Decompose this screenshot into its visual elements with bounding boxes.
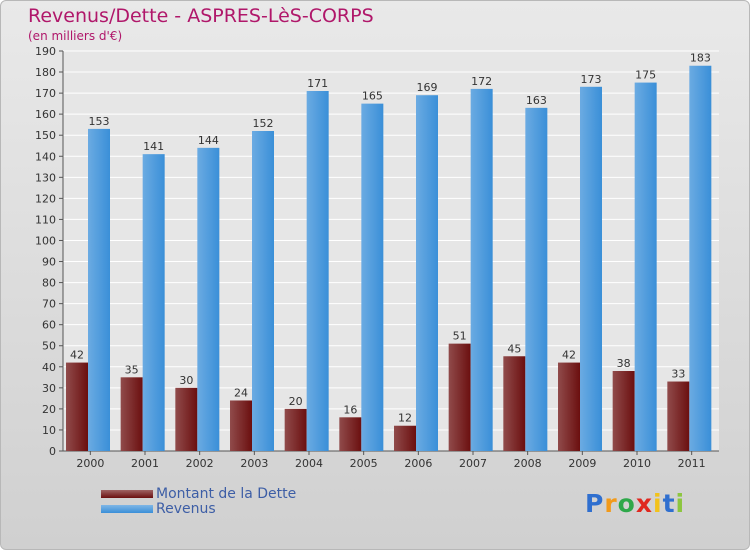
data-label: 141 bbox=[143, 140, 164, 153]
x-tick-label: 2000 bbox=[76, 457, 104, 470]
x-tick-label: 2002 bbox=[186, 457, 214, 470]
data-label: 35 bbox=[125, 363, 139, 376]
data-label: 16 bbox=[343, 403, 357, 416]
x-tick-label: 2007 bbox=[459, 457, 487, 470]
data-label: 12 bbox=[398, 412, 412, 425]
bar-dette bbox=[558, 362, 580, 451]
bar-revenus bbox=[416, 95, 438, 452]
data-label: 153 bbox=[89, 115, 110, 128]
bar-dette bbox=[284, 408, 307, 451]
data-label: 144 bbox=[198, 134, 219, 147]
legend-label-revenus: Revenus bbox=[156, 501, 216, 517]
data-label: 42 bbox=[562, 349, 576, 362]
data-label: 42 bbox=[70, 349, 84, 362]
bar-dette bbox=[339, 417, 362, 451]
y-tick-label: 170 bbox=[35, 87, 56, 100]
bar-revenus bbox=[634, 82, 657, 451]
bar-revenus bbox=[580, 86, 602, 451]
y-tick-label: 180 bbox=[35, 66, 56, 79]
bar-revenus bbox=[142, 154, 165, 451]
y-tick-label: 80 bbox=[42, 277, 56, 290]
x-tick-label: 2010 bbox=[623, 457, 651, 470]
legend-swatch-revenus bbox=[101, 505, 153, 513]
bar-revenus bbox=[88, 128, 110, 451]
y-tick-label: 140 bbox=[35, 150, 56, 163]
y-tick-label: 130 bbox=[35, 171, 56, 184]
legend-label-dette: Montant de la Dette bbox=[156, 486, 297, 502]
bar-dette bbox=[175, 387, 198, 451]
data-label: 20 bbox=[289, 395, 303, 408]
logo-letter: x bbox=[635, 489, 653, 518]
legend-swatch-dette bbox=[101, 490, 153, 498]
bar-dette bbox=[448, 343, 471, 451]
data-label: 183 bbox=[690, 52, 711, 65]
x-tick-label: 2009 bbox=[568, 457, 596, 470]
logo-letter: t bbox=[662, 489, 676, 518]
chart-title: Revenus/Dette - ASPRES-LèS-CORPS bbox=[28, 5, 374, 27]
legend-item-revenus: Revenus bbox=[101, 501, 351, 517]
y-tick-label: 100 bbox=[35, 234, 56, 247]
y-tick-label: 90 bbox=[42, 256, 56, 269]
data-label: 33 bbox=[671, 368, 685, 381]
data-label: 45 bbox=[507, 342, 521, 355]
y-tick-label: 110 bbox=[35, 213, 56, 226]
y-tick-label: 10 bbox=[42, 424, 56, 437]
x-tick-label: 2008 bbox=[514, 457, 542, 470]
x-tick-label: 2011 bbox=[678, 457, 706, 470]
y-tick-label: 30 bbox=[42, 382, 56, 395]
bar-revenus bbox=[361, 103, 384, 451]
logo-letter: r bbox=[604, 489, 618, 518]
data-label: 163 bbox=[526, 94, 547, 107]
y-tick-label: 20 bbox=[42, 403, 56, 416]
bar-dette bbox=[394, 425, 416, 451]
y-tick-label: 0 bbox=[49, 445, 56, 458]
bar-dette bbox=[503, 356, 526, 451]
bar-revenus bbox=[525, 107, 548, 451]
logo-letter: i bbox=[653, 489, 663, 518]
logo-letter: i bbox=[675, 489, 686, 518]
data-label: 38 bbox=[617, 357, 631, 370]
data-label: 173 bbox=[581, 73, 602, 86]
bar-dette bbox=[120, 377, 143, 451]
proxiti-logo: Proxiti bbox=[585, 489, 685, 518]
data-label: 175 bbox=[635, 69, 656, 82]
y-tick-label: 150 bbox=[35, 129, 56, 142]
chart-subtitle: (en milliers d'€) bbox=[28, 29, 123, 43]
legend-item-dette: Montant de la Dette bbox=[101, 486, 351, 502]
y-tick-label: 60 bbox=[42, 319, 56, 332]
bar-revenus bbox=[689, 65, 712, 451]
y-tick-label: 40 bbox=[42, 361, 56, 374]
bar-revenus bbox=[252, 131, 274, 451]
x-tick-label: 2006 bbox=[404, 457, 432, 470]
y-tick-label: 160 bbox=[35, 108, 56, 121]
data-label: 169 bbox=[417, 81, 438, 94]
x-tick-label: 2005 bbox=[350, 457, 378, 470]
x-tick-label: 2003 bbox=[240, 457, 268, 470]
data-label: 152 bbox=[253, 117, 274, 130]
x-tick-label: 2001 bbox=[131, 457, 159, 470]
y-tick-label: 50 bbox=[42, 340, 56, 353]
data-label: 172 bbox=[471, 75, 492, 88]
bar-revenus bbox=[306, 91, 329, 451]
bar-dette bbox=[66, 362, 88, 451]
data-label: 51 bbox=[453, 330, 467, 343]
y-tick-label: 70 bbox=[42, 298, 56, 311]
y-tick-label: 190 bbox=[35, 45, 56, 58]
y-tick-label: 120 bbox=[35, 192, 56, 205]
logo-letter: o bbox=[617, 489, 636, 518]
bar-revenus bbox=[470, 88, 493, 451]
bar-dette bbox=[667, 381, 690, 451]
logo-letter: P bbox=[585, 489, 605, 518]
data-label: 171 bbox=[307, 77, 328, 90]
bar-dette bbox=[230, 400, 252, 451]
x-tick-label: 2004 bbox=[295, 457, 323, 470]
data-label: 165 bbox=[362, 90, 383, 103]
bar-dette bbox=[612, 371, 635, 451]
data-label: 30 bbox=[179, 374, 193, 387]
data-label: 24 bbox=[234, 386, 248, 399]
plot-area bbox=[63, 51, 719, 451]
bar-revenus bbox=[197, 147, 220, 451]
